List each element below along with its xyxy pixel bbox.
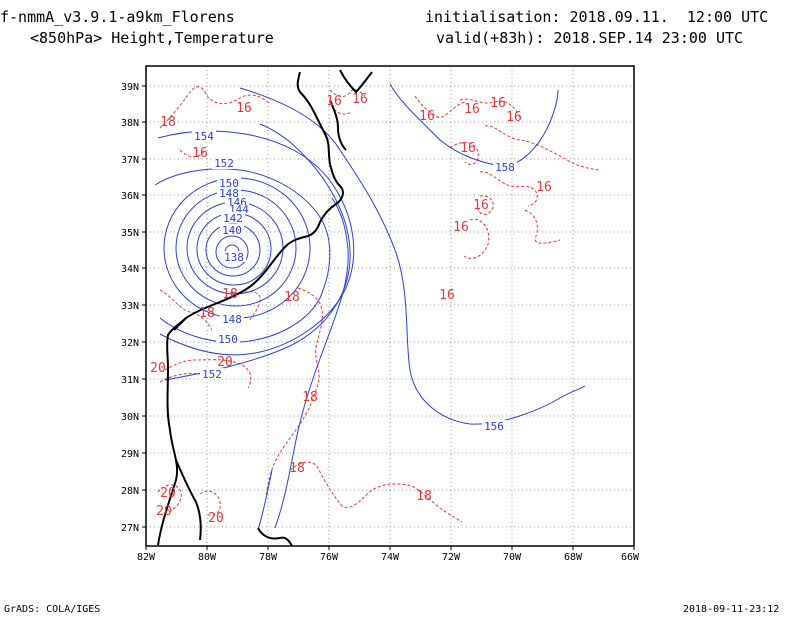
temp-label: 16 (490, 96, 506, 111)
footer-credit: GrADS: COLA/IGES (4, 604, 101, 615)
temp-label: 16 (352, 92, 368, 107)
temp-label: 18 (222, 287, 238, 302)
temp-label: 20 (217, 355, 233, 370)
graticule (146, 66, 634, 546)
lon-label: 72W (442, 552, 461, 563)
temp-label: 16 (326, 94, 342, 109)
lat-label: 29N (121, 449, 139, 460)
height-label: 142 (223, 212, 243, 225)
height-label: 152 (214, 157, 234, 170)
height-label: 148 (219, 187, 239, 200)
temp-label: 18 (289, 461, 305, 476)
lon-axis (145, 546, 635, 550)
temp-label: 18 (160, 115, 176, 130)
lat-label: 34N (121, 264, 139, 275)
temp-label: 18 (302, 390, 318, 405)
lat-label: 36N (121, 191, 139, 202)
temp-label: 16 (536, 180, 552, 195)
lat-label: 30N (121, 412, 139, 423)
lon-label: 80W (198, 552, 217, 563)
temp-label: 20 (156, 504, 172, 519)
level-title: <850hPa> Height,Temperature (30, 29, 274, 47)
lat-label: 27N (121, 523, 139, 534)
height-label: 158 (495, 161, 515, 174)
temp-label: 20 (208, 511, 224, 526)
lat-label: 32N (121, 338, 139, 349)
lon-label: 76W (320, 552, 339, 563)
height-label: 152 (202, 368, 222, 381)
lat-label: 37N (121, 155, 139, 166)
temp-label: 18 (284, 290, 300, 305)
lat-label: 33N (121, 301, 139, 312)
lat-axis (142, 85, 146, 528)
height-contours (154, 83, 586, 531)
temp-label: 16 (473, 198, 489, 213)
temp-label: 16 (192, 146, 208, 161)
height-label: 138 (224, 251, 244, 264)
lon-label: 74W (381, 552, 400, 563)
lon-label: 66W (621, 552, 640, 563)
temp-label: 18 (199, 306, 215, 321)
temp-label: 16 (460, 141, 476, 156)
height-label: 156 (484, 420, 504, 433)
temp-label: 20 (160, 486, 176, 501)
lat-label: 31N (121, 375, 139, 386)
temp-label: 16 (419, 109, 435, 124)
valid-time: valid(+83h): 2018.SEP.14 23:00 UTC (436, 29, 744, 47)
temp-label: 16 (236, 101, 252, 116)
temp-label: 16 (453, 220, 469, 235)
height-label: 150 (218, 333, 238, 346)
temp-label-extra: 18 (416, 489, 432, 504)
temp-label: 16 (506, 110, 522, 125)
temp-label: 20 (150, 361, 166, 376)
lon-label: 78W (259, 552, 278, 563)
temp-label: 16 (464, 102, 480, 117)
model-title: f-nmmA_v3.9.1-a9km_Florens (0, 8, 235, 26)
temp-label-extra: 16 (439, 288, 455, 303)
height-label: 148 (222, 313, 242, 326)
init-time: initialisation: 2018.09.11. 12:00 UTC (425, 8, 769, 26)
lat-label: 35N (121, 228, 139, 239)
coastline (157, 69, 373, 547)
height-label: 140 (222, 224, 242, 237)
temperature-contours (157, 86, 601, 523)
height-label: 150 (219, 177, 239, 190)
lat-label: 28N (121, 486, 139, 497)
footer-timestamp: 2018-09-11-23:12 (683, 604, 780, 615)
lat-label: 38N (121, 118, 139, 129)
lon-label: 82W (137, 552, 156, 563)
lon-label: 70W (503, 552, 522, 563)
lon-label: 68W (564, 552, 583, 563)
lat-label: 39N (121, 82, 139, 93)
height-label: 154 (194, 130, 214, 143)
